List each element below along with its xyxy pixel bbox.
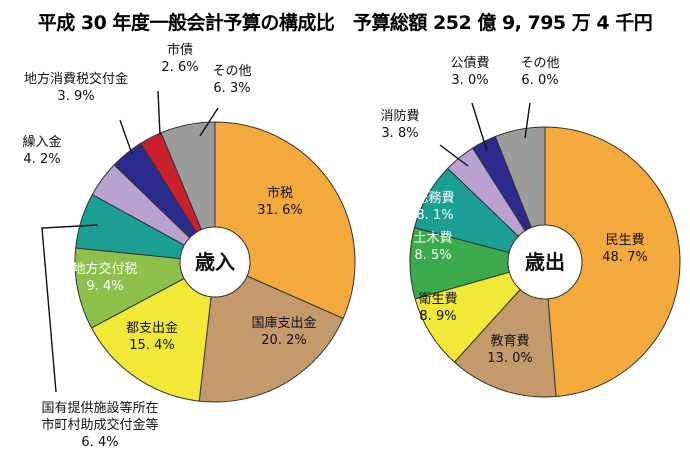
slice-value: 6. 0% [521,73,558,88]
slice-value: 3. 0% [451,73,488,88]
slice-value: 3. 8% [381,126,418,141]
slice-label: 市税 31. 6% [257,185,302,218]
slice-value: 9. 4% [86,279,123,294]
slice-value: 8. 1% [416,208,453,223]
slice-value: 13. 0% [487,351,532,366]
slice-value: 31. 6% [257,203,302,218]
slice-value: 20. 2% [261,333,306,348]
pie-slice [214,121,356,320]
leader-line [119,119,133,155]
pie-slice [160,121,216,263]
slice-value: 8. 9% [419,309,456,324]
slice-value: 6. 3% [213,81,250,96]
slice-value: 48. 7% [602,250,647,265]
center-label: 歳出 [525,250,565,274]
pie-歳入: 歳入 市税 31. 6% 国庫支出金 20. 2% 都支出金 15. 4% 地方交付税 9. 4… [22,42,356,450]
donut-hole [507,224,583,300]
leader-line [524,102,531,139]
leader-line [439,144,469,167]
slice-label: 地方交付税 9. 4% [72,261,137,294]
slice-label: その他 6. 3% [212,64,251,96]
leader-line [157,90,161,136]
center-label: 歳入 [195,250,235,274]
slice-value: 3. 9% [57,89,94,104]
slice-label: 消防費 3. 8% [380,108,419,141]
pie-slice [198,261,344,403]
slice-label: 総務費 8. 1% [415,191,454,223]
slice-label: 国庫支出金 20. 2% [251,315,316,348]
slice-label: 土木費 8. 5% [413,231,452,263]
leader-line [471,102,488,152]
slice-label: 民生費 48. 7% [602,233,647,265]
slice-value: 4. 2% [23,152,60,167]
slice-label: 国有提供施設等所在市町村助成交付金等 6. 4% [41,400,158,450]
slice-label: その他 6. 0% [520,56,559,88]
slice-label: 繰入金 4. 2% [22,134,61,167]
slice-label: 衛生費 8. 9% [418,292,457,324]
slice-label: 教育費 13. 0% [487,333,532,366]
slice-value: 6. 4% [81,435,118,450]
slice-value: 2. 6% [161,60,198,75]
slice-value: 15. 4% [129,338,174,353]
leader-line [199,107,219,137]
leader-line [41,224,99,393]
slice-label: 市債 2. 6% [161,42,198,75]
slice-label: 公債費 3. 0% [450,56,489,88]
chart-title: 平成 30 年度一般会計予算の構成比 予算総額 252 億 9, 795 万 4… [37,12,653,34]
slice-value: 8. 5% [414,248,451,263]
pie-slice [90,261,216,402]
slice-label: 都支出金 15. 4% [126,320,178,353]
pie-slice [544,126,681,398]
donut-hole [179,226,251,298]
pie-歳出: 歳出 民生費 48. 7% 教育費 13. 0% 衛生費 8. 9% 土木費 8. 5% 総務費 8… [380,56,681,398]
slice-label: 地方消費税交付金 3. 9% [24,71,128,104]
